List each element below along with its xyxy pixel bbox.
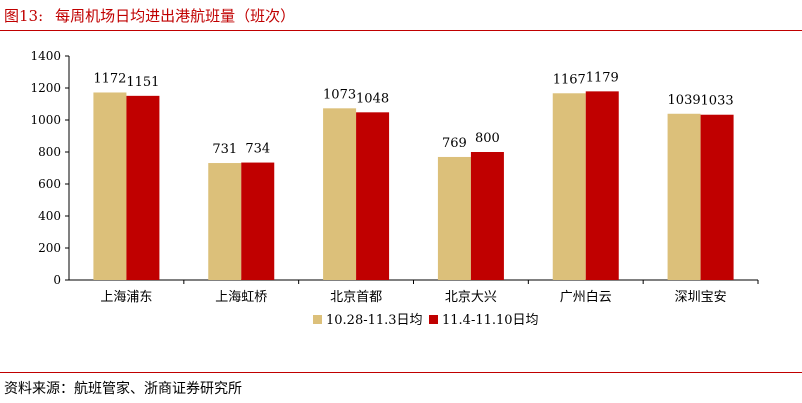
bar bbox=[470, 152, 504, 280]
figure-title: 每周机场日均进出港航班量（班次） bbox=[55, 6, 296, 25]
bar bbox=[552, 93, 586, 280]
figure-label: 图13: bbox=[4, 6, 44, 25]
top-rule bbox=[0, 30, 802, 31]
x-tick-label: 深圳宝安 bbox=[675, 290, 727, 305]
y-tick-label: 1200 bbox=[30, 81, 61, 95]
figure-title-row: 图13: 每周机场日均进出港航班量（班次） bbox=[4, 4, 295, 26]
bar bbox=[93, 92, 127, 280]
data-label: 734 bbox=[245, 142, 270, 157]
data-label: 1048 bbox=[356, 91, 389, 106]
bottom-rule bbox=[0, 372, 802, 373]
x-tick-label: 广州白云 bbox=[560, 289, 612, 305]
x-tick-label: 北京大兴 bbox=[445, 290, 497, 305]
y-tick-label: 1000 bbox=[30, 113, 61, 127]
y-tick-label: 1400 bbox=[30, 49, 61, 63]
legend-label: 11.4-11.10日均 bbox=[442, 313, 539, 328]
data-label: 1167 bbox=[553, 72, 586, 87]
bar bbox=[126, 95, 160, 280]
data-label: 1151 bbox=[126, 75, 159, 90]
data-label: 731 bbox=[212, 142, 237, 157]
data-label: 1033 bbox=[701, 94, 734, 109]
data-label: 1039 bbox=[668, 93, 701, 108]
bar bbox=[356, 112, 390, 280]
y-tick-label: 0 bbox=[53, 273, 61, 287]
legend-swatch bbox=[429, 315, 438, 324]
bar bbox=[667, 113, 701, 280]
bar bbox=[208, 163, 242, 280]
y-tick-label: 600 bbox=[38, 177, 61, 191]
legend-label: 10.28-11.3日均 bbox=[326, 313, 423, 328]
x-tick-label: 上海虹桥 bbox=[215, 290, 267, 305]
bar bbox=[700, 114, 734, 280]
x-tick-label: 北京首都 bbox=[330, 290, 382, 305]
x-tick-label: 上海浦东 bbox=[100, 290, 152, 305]
data-label: 1073 bbox=[323, 87, 356, 102]
bar bbox=[437, 156, 471, 280]
bar-chart: 0 200 400 600 800 1000 1200 1400 1172 1151 上海浦东 731… bbox=[30, 49, 759, 328]
data-label: 769 bbox=[442, 136, 467, 151]
bar bbox=[323, 108, 357, 280]
data-label: 1179 bbox=[586, 70, 619, 85]
y-tick-label: 200 bbox=[38, 241, 61, 255]
y-tick-label: 800 bbox=[38, 145, 61, 159]
bar bbox=[241, 162, 275, 280]
data-label: 800 bbox=[475, 131, 500, 146]
bar bbox=[585, 91, 619, 280]
source-note: 资料来源：航班管家、浙商证券研究所 bbox=[4, 381, 242, 397]
data-label: 1172 bbox=[93, 71, 126, 86]
legend-swatch bbox=[313, 315, 322, 324]
y-tick-label: 400 bbox=[38, 209, 61, 223]
